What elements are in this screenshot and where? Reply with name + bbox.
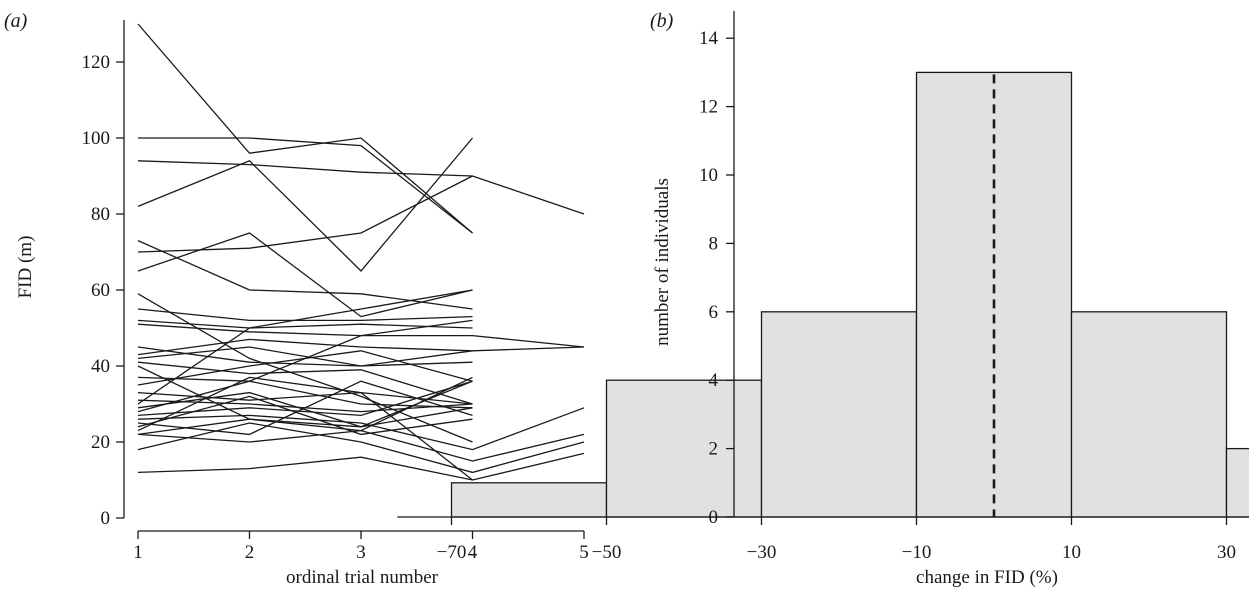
panel-a-y-tick-label: 100: [82, 128, 111, 149]
panel-a-axes: [123, 20, 584, 532]
individual-trajectory: [137, 395, 473, 436]
panel-a-y-tick-label: 60: [91, 280, 110, 301]
individual-trajectory: [137, 232, 473, 318]
panel-a-y-axis-label: FID (m): [15, 236, 36, 299]
panel-a-y-tick-label: 20: [91, 432, 110, 453]
histogram-bar: [1070, 311, 1228, 518]
panel-b-x-tick-label: −10: [902, 542, 932, 563]
panel-b-y-tick-label: 8: [709, 233, 719, 254]
panel-a-x-tick-label: 3: [356, 542, 366, 563]
panel-a-y-tick-label: 80: [91, 204, 110, 225]
panel-b-label: (b): [650, 10, 674, 32]
individual-trajectory: [137, 407, 473, 436]
panel-a-x-ticks: 1 2 3 4 5: [133, 531, 589, 563]
panel-b-y-tick-label: 0: [709, 507, 719, 528]
individual-trajectory: [137, 293, 473, 443]
individual-trajectory: [137, 407, 585, 451]
panel-a-series: [137, 23, 585, 481]
panel-b-y-tick-label: 12: [699, 97, 718, 118]
panel-a-label: (a): [4, 10, 28, 32]
panel-b-y-tick-label: 6: [709, 302, 719, 323]
individual-trajectory: [138, 137, 473, 234]
individual-trajectory: [137, 452, 585, 481]
individual-trajectory: [137, 319, 473, 329]
individual-trajectory: [137, 380, 473, 436]
individual-trajectory: [137, 23, 473, 234]
individual-trajectory: [137, 429, 585, 462]
histogram-bar: [760, 311, 918, 518]
panel-b: (b) number of individuals change in FID …: [397, 10, 1249, 588]
panel-b-y-tick-label: 4: [709, 370, 719, 391]
panel-a-y-tick-label: 0: [101, 508, 111, 529]
panel-b-axes: [397, 10, 1249, 518]
panel-b-x-tick-label: 10: [1062, 542, 1081, 563]
panel-b-x-tick-label: −50: [592, 542, 622, 563]
panel-b-y-tick-label: 2: [709, 439, 719, 460]
panel-a-x-tick-label: 1: [133, 542, 143, 563]
panel-a-x-tick-label: 5: [579, 542, 589, 563]
panel-b-y-ticks: 0 2 4 6 8 10 12 14: [699, 28, 734, 528]
individual-trajectory: [137, 376, 473, 481]
individual-trajectory: [137, 175, 473, 253]
panel-a-x-axis-label: ordinal trial number: [286, 567, 439, 588]
histogram-bar: [605, 379, 763, 518]
individual-trajectory: [137, 137, 473, 272]
individual-trajectory: [137, 376, 473, 409]
individual-trajectory: [137, 361, 473, 405]
panel-b-x-tick-label: 30: [1217, 542, 1236, 563]
panel-a-y-tick-label: 120: [82, 52, 111, 73]
individual-trajectory: [137, 346, 473, 367]
panel-a: (a) FID (m) ordinal trial number 0 20 40 60…: [4, 10, 589, 588]
individual-trajectory: [137, 380, 473, 428]
individual-trajectory: [137, 319, 473, 413]
individual-trajectory: [137, 422, 585, 474]
panel-b-x-tick-label: −30: [747, 542, 777, 563]
panel-b-x-axis-label: change in FID (%): [916, 567, 1058, 588]
individual-trajectory: [137, 240, 473, 310]
panel-a-y-ticks: 0 20 40 60 80 100 120: [82, 52, 124, 529]
individual-trajectory: [137, 289, 473, 405]
panel-b-x-tick-label: −70: [437, 542, 467, 563]
panel-a-y-tick-label: 40: [91, 356, 110, 377]
individual-trajectory: [137, 308, 473, 322]
panel-b-y-axis-label: number of individuals: [652, 178, 673, 346]
histogram-bar: [1225, 447, 1249, 518]
panel-a-x-tick-label: 2: [245, 542, 255, 563]
panel-a-x-tick-label: 4: [468, 542, 478, 563]
panel-b-y-tick-label: 14: [699, 28, 719, 49]
panel-b-bars: [450, 71, 1249, 518]
panel-b-y-tick-label: 10: [699, 165, 718, 186]
individual-trajectory: [137, 160, 585, 215]
individual-trajectory: [137, 346, 473, 367]
histogram-bar: [450, 482, 608, 518]
individual-trajectory: [137, 338, 585, 356]
panel-b-x-ticks: −70−50−30−1010305070: [437, 517, 1236, 563]
